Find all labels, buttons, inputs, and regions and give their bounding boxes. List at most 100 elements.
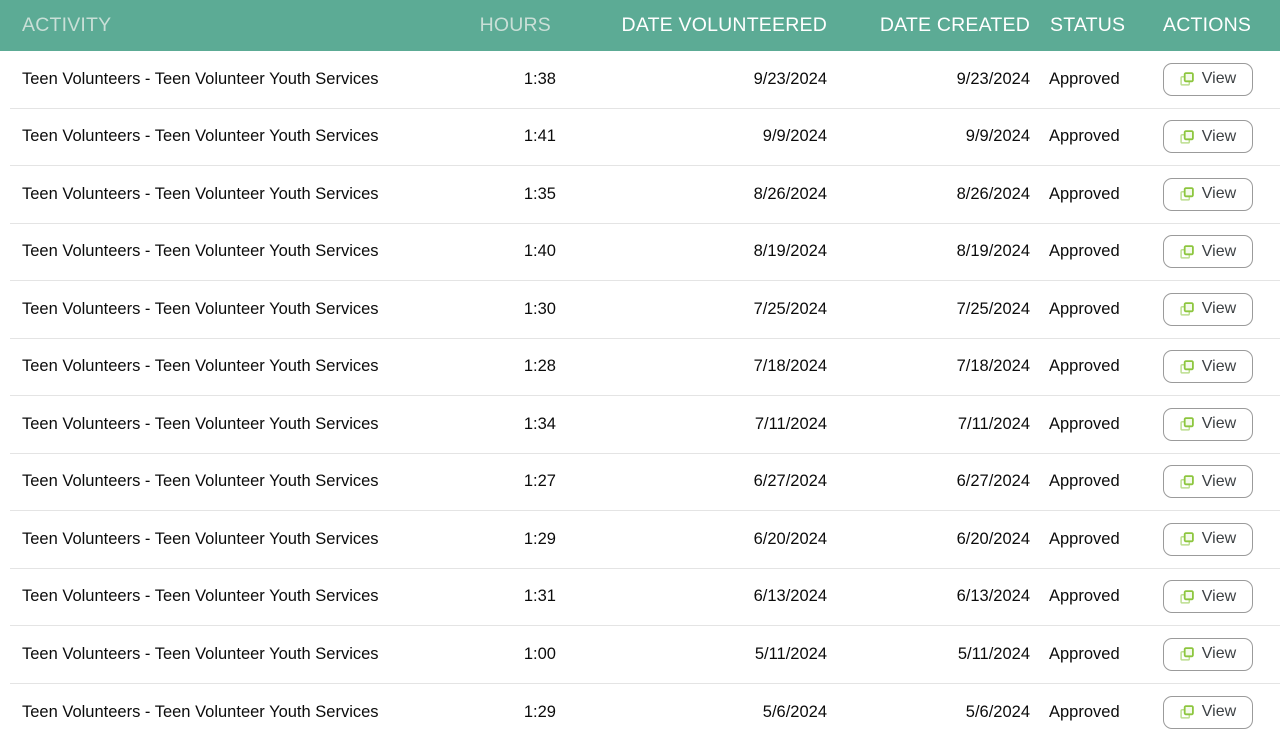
status-cell: Approved [1049, 242, 1120, 261]
clone-icon [1180, 187, 1194, 201]
view-button-label: View [1201, 472, 1237, 490]
actions-cell: View [1146, 695, 1270, 729]
view-button-label: View [1201, 185, 1237, 203]
view-button[interactable]: View [1163, 120, 1253, 154]
table-row: Teen Volunteers - Teen Volunteer Youth S… [10, 454, 1280, 511]
hours-cell: 1:38 [523, 69, 556, 88]
date-created-cell: 8/19/2024 [956, 242, 1030, 261]
date-created-cell: 6/13/2024 [956, 587, 1030, 606]
date-created-cell: 7/11/2024 [957, 414, 1030, 433]
column-header-actions[interactable]: ACTIONS [1163, 14, 1252, 36]
table-header: ACTIVITY HOURS DATE VOLUNTEERED DATE CRE… [0, 0, 1280, 51]
status-cell: Approved [1049, 644, 1120, 663]
activity-cell: Teen Volunteers - Teen Volunteer Youth S… [22, 69, 379, 88]
view-button-label: View [1201, 357, 1237, 375]
hours-cell: 1:28 [523, 357, 556, 376]
actions-cell: View [1146, 350, 1270, 384]
date-created-cell: 7/18/2024 [956, 357, 1030, 376]
actions-cell: View [1146, 407, 1270, 441]
date-volunteered-cell: 5/11/2024 [754, 644, 827, 663]
hours-cell: 1:40 [523, 242, 556, 261]
date-volunteered-cell: 9/23/2024 [753, 69, 827, 88]
view-button[interactable]: View [1163, 292, 1253, 326]
view-button[interactable]: View [1163, 522, 1253, 556]
view-button-label: View [1201, 242, 1237, 260]
hours-cell: 1:00 [523, 644, 556, 663]
view-button[interactable]: View [1163, 177, 1253, 211]
column-header-activity[interactable]: ACTIVITY [22, 14, 112, 36]
hours-cell: 1:31 [523, 587, 556, 606]
status-cell: Approved [1049, 414, 1120, 433]
date-volunteered-cell: 8/19/2024 [753, 242, 827, 261]
view-button-label: View [1201, 530, 1237, 548]
status-cell: Approved [1049, 587, 1120, 606]
actions-cell: View [1146, 62, 1270, 96]
activity-cell: Teen Volunteers - Teen Volunteer Youth S… [22, 414, 379, 433]
table-row: Teen Volunteers - Teen Volunteer Youth S… [10, 109, 1280, 166]
view-button[interactable]: View [1163, 235, 1253, 269]
date-volunteered-cell: 7/18/2024 [753, 357, 827, 376]
date-volunteered-cell: 5/6/2024 [762, 702, 827, 721]
clone-icon [1180, 417, 1194, 431]
table-row: Teen Volunteers - Teen Volunteer Youth S… [10, 511, 1280, 569]
clone-icon [1180, 129, 1194, 144]
view-button[interactable]: View [1163, 465, 1253, 499]
clone-icon [1180, 705, 1194, 719]
table-row: Teen Volunteers - Teen Volunteer Youth S… [10, 684, 1280, 741]
table-row: Teen Volunteers - Teen Volunteer Youth S… [10, 569, 1280, 626]
view-button[interactable]: View [1163, 62, 1253, 96]
actions-cell: View [1146, 580, 1270, 614]
date-volunteered-cell: 6/27/2024 [753, 472, 827, 491]
actions-cell: View [1146, 465, 1270, 499]
date-volunteered-cell: 6/20/2024 [753, 529, 827, 548]
table-row: Teen Volunteers - Teen Volunteer Youth S… [10, 51, 1280, 109]
view-button[interactable]: View [1163, 695, 1253, 729]
table-body: Teen Volunteers - Teen Volunteer Youth S… [10, 51, 1280, 741]
view-button[interactable]: View [1163, 580, 1253, 614]
view-button-label: View [1201, 703, 1237, 721]
date-volunteered-cell: 6/13/2024 [753, 587, 827, 606]
actions-cell: View [1146, 522, 1270, 556]
column-header-date-created[interactable]: DATE CREATED [879, 14, 1030, 36]
actions-cell: View [1146, 177, 1270, 211]
clone-icon [1180, 474, 1194, 489]
clone-icon [1180, 302, 1194, 316]
view-button-label: View [1201, 587, 1237, 605]
view-button[interactable]: View [1163, 637, 1253, 671]
clone-icon [1180, 72, 1194, 86]
view-button-label: View [1201, 300, 1237, 318]
date-created-cell: 5/11/2024 [957, 644, 1030, 663]
column-header-date-volunteered[interactable]: DATE VOLUNTEERED [621, 14, 827, 36]
date-volunteered-cell: 7/11/2024 [754, 414, 827, 433]
table-row: Teen Volunteers - Teen Volunteer Youth S… [10, 626, 1280, 684]
view-button-label: View [1201, 127, 1237, 145]
table-row: Teen Volunteers - Teen Volunteer Youth S… [10, 166, 1280, 224]
activity-cell: Teen Volunteers - Teen Volunteer Youth S… [22, 644, 379, 663]
column-header-hours[interactable]: HOURS [479, 14, 551, 36]
actions-cell: View [1146, 292, 1270, 326]
column-header-status[interactable]: STATUS [1050, 14, 1126, 36]
activity-cell: Teen Volunteers - Teen Volunteer Youth S… [22, 357, 379, 376]
status-cell: Approved [1049, 529, 1120, 548]
clone-icon [1180, 359, 1194, 374]
status-cell: Approved [1049, 472, 1120, 491]
clone-icon [1180, 589, 1194, 604]
status-cell: Approved [1049, 299, 1120, 318]
table-row: Teen Volunteers - Teen Volunteer Youth S… [10, 396, 1280, 454]
activity-cell: Teen Volunteers - Teen Volunteer Youth S… [22, 299, 379, 318]
activity-cell: Teen Volunteers - Teen Volunteer Youth S… [22, 184, 379, 203]
hours-cell: 1:35 [523, 184, 556, 203]
clone-icon [1180, 647, 1194, 661]
table-row: Teen Volunteers - Teen Volunteer Youth S… [10, 339, 1280, 396]
actions-cell: View [1146, 637, 1270, 671]
clone-icon [1180, 244, 1194, 259]
view-button[interactable]: View [1163, 407, 1253, 441]
view-button[interactable]: View [1163, 350, 1253, 384]
hours-cell: 1:30 [523, 299, 556, 318]
clone-icon [1180, 532, 1194, 546]
date-created-cell: 9/23/2024 [956, 69, 1030, 88]
date-created-cell: 6/20/2024 [956, 529, 1030, 548]
date-created-cell: 7/25/2024 [956, 299, 1030, 318]
date-created-cell: 8/26/2024 [956, 184, 1030, 203]
